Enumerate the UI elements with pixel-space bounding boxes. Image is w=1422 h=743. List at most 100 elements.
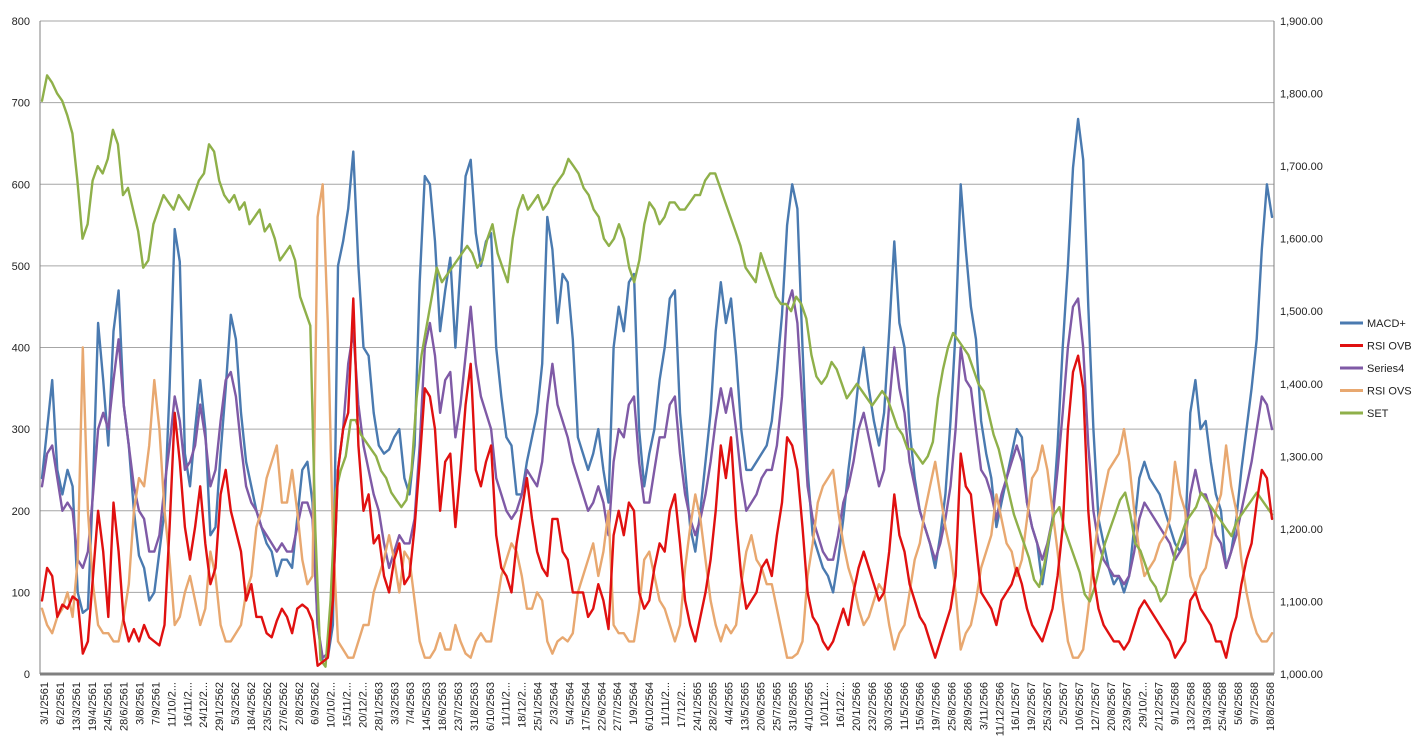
right-tick-label: 1,200.00 bbox=[1280, 524, 1323, 536]
right-tick-label: 1,500.00 bbox=[1280, 306, 1323, 318]
x-tick-label: 11/5/2566 bbox=[899, 682, 911, 730]
x-tick-label: 4/10/2565 bbox=[803, 682, 815, 731]
x-tick-label: 23/2/2566 bbox=[867, 682, 879, 731]
left-tick-label: 400 bbox=[12, 343, 30, 355]
x-tick-label: 18/6/2563 bbox=[437, 682, 449, 731]
series-line-rsi-ovb bbox=[40, 297, 1274, 667]
x-tick-label: 28/9/2566 bbox=[962, 682, 974, 731]
right-tick-label: 1,700.00 bbox=[1280, 161, 1323, 173]
right-tick-label: 1,600.00 bbox=[1280, 234, 1323, 246]
left-tick-label: 500 bbox=[12, 261, 30, 273]
x-tick-label: 1/9/2564 bbox=[628, 682, 640, 725]
right-axis-ticks: 1,000.00 1,100.00 1,200.00 1,300.00 1,400.00… bbox=[1280, 16, 1323, 681]
x-tick-label: 18/12/2... bbox=[517, 682, 529, 728]
x-tick-label: 19/3/2568 bbox=[1201, 682, 1213, 731]
series-line-macd- bbox=[40, 117, 1274, 663]
x-tick-label: 27/6/2562 bbox=[278, 682, 290, 731]
x-tick-label: 20/1/2566 bbox=[851, 682, 863, 731]
legend-label: MACD+ bbox=[1367, 318, 1406, 330]
x-tick-label: 18/4/2562 bbox=[246, 682, 258, 731]
x-tick-label: 14/5/2563 bbox=[421, 682, 433, 731]
x-tick-label: 29/1/2562 bbox=[214, 682, 226, 731]
legend-label: SET bbox=[1367, 408, 1389, 420]
x-tick-label: 3/8/2561 bbox=[135, 682, 147, 725]
x-tick-label: 15/6/2566 bbox=[915, 682, 927, 731]
x-tick-label: 6/10/2564 bbox=[644, 682, 656, 731]
x-tick-label: 22/6/2564 bbox=[596, 682, 608, 731]
x-tick-label: 13/2/2568 bbox=[1185, 682, 1197, 731]
x-tick-label: 28/6/2561 bbox=[119, 682, 131, 731]
x-tick-label: 3/1/2561 bbox=[39, 682, 51, 725]
x-tick-label: 6/10/2563 bbox=[485, 682, 497, 731]
x-tick-label: 16/1/2567 bbox=[1010, 682, 1022, 731]
x-tick-label: 5/6/2568 bbox=[1233, 682, 1245, 725]
x-axis-ticks: 3/1/2561 6/2/2561 13/3/2561 19/4/2561 24/5/2… bbox=[39, 682, 1277, 736]
left-tick-label: 100 bbox=[12, 587, 30, 599]
x-tick-label: 5/3/2562 bbox=[230, 682, 242, 725]
left-tick-label: 300 bbox=[12, 424, 30, 436]
x-tick-label: 24/5/2561 bbox=[103, 682, 115, 731]
x-tick-label: 5/4/2564 bbox=[564, 682, 576, 725]
left-axis-ticks: 0 100 200 300 400 500 600 700 800 bbox=[12, 16, 30, 681]
x-tick-label: 19/4/2561 bbox=[87, 682, 99, 731]
x-tick-label: 11/12/2566 bbox=[994, 682, 1006, 736]
x-tick-label: 4/4/2565 bbox=[724, 682, 736, 725]
x-tick-label: 28/1/2563 bbox=[373, 682, 385, 731]
series-lines bbox=[40, 74, 1274, 668]
x-tick-label: 15/11/2... bbox=[342, 682, 354, 727]
x-tick-label: 25/3/2567 bbox=[1042, 682, 1054, 731]
x-tick-label: 11/11/2... bbox=[501, 682, 513, 726]
x-tick-label: 17/12/2... bbox=[676, 682, 688, 728]
x-tick-label: 10/11/2... bbox=[819, 682, 831, 727]
left-tick-label: 0 bbox=[24, 669, 30, 681]
x-tick-label: 2/12/2567 bbox=[1154, 682, 1166, 731]
x-tick-label: 24/1/2565 bbox=[692, 682, 704, 731]
x-tick-label: 24/12/2... bbox=[198, 682, 210, 728]
x-tick-label: 12/7/2567 bbox=[1090, 682, 1102, 731]
x-tick-label: 3/3/2563 bbox=[389, 682, 401, 725]
x-tick-label: 20/12/2... bbox=[357, 682, 369, 728]
right-tick-label: 1,000.00 bbox=[1280, 669, 1323, 681]
x-tick-label: 11/10/2... bbox=[166, 682, 178, 727]
x-tick-label: 18/8/2568 bbox=[1265, 682, 1277, 731]
right-tick-label: 1,100.00 bbox=[1280, 596, 1323, 608]
x-tick-label: 10/10/2... bbox=[326, 682, 338, 728]
x-tick-label: 16/12/2... bbox=[835, 682, 847, 728]
x-tick-label: 7/9/2561 bbox=[150, 682, 162, 725]
x-tick-label: 30/3/2566 bbox=[883, 682, 895, 731]
x-tick-label: 6/9/2562 bbox=[310, 682, 322, 725]
right-tick-label: 1,800.00 bbox=[1280, 89, 1323, 101]
x-tick-label: 23/9/2567 bbox=[1122, 682, 1134, 731]
x-tick-label: 25/7/2565 bbox=[771, 682, 783, 731]
left-tick-label: 200 bbox=[12, 506, 30, 518]
x-tick-label: 7/4/2563 bbox=[405, 682, 417, 725]
x-tick-label: 25/4/2568 bbox=[1217, 682, 1229, 731]
series-line-series4 bbox=[40, 289, 1274, 659]
x-tick-label: 31/8/2565 bbox=[787, 682, 799, 731]
x-tick-label: 29/10/2... bbox=[1138, 682, 1150, 728]
x-tick-label: 3/11/2566 bbox=[978, 682, 990, 730]
series-line-set bbox=[40, 74, 1274, 668]
legend-label: Series4 bbox=[1367, 363, 1404, 375]
x-tick-label: 11/11/2... bbox=[660, 682, 672, 726]
legend: MACD+ RSI OVB Series4 RSI OVS SET bbox=[1340, 318, 1412, 420]
x-tick-label: 20/6/2565 bbox=[755, 682, 767, 731]
left-tick-label: 800 bbox=[12, 16, 30, 28]
x-tick-label: 23/5/2562 bbox=[262, 682, 274, 731]
x-tick-label: 31/8/2563 bbox=[469, 682, 481, 731]
right-tick-label: 1,400.00 bbox=[1280, 379, 1323, 391]
x-tick-label: 2/3/2564 bbox=[549, 682, 561, 725]
x-tick-label: 27/7/2564 bbox=[612, 682, 624, 731]
x-tick-label: 9/1/2568 bbox=[1169, 682, 1181, 725]
x-tick-label: 17/5/2564 bbox=[580, 682, 592, 731]
x-tick-label: 19/2/2567 bbox=[1026, 682, 1038, 731]
right-tick-label: 1,300.00 bbox=[1280, 451, 1323, 463]
x-tick-label: 2/8/2562 bbox=[294, 682, 306, 725]
legend-label: RSI OVB bbox=[1367, 341, 1412, 353]
left-tick-label: 700 bbox=[12, 98, 30, 110]
left-tick-label: 600 bbox=[12, 179, 30, 191]
x-tick-label: 16/11/2... bbox=[182, 682, 194, 727]
legend-label: RSI OVS bbox=[1367, 386, 1412, 398]
